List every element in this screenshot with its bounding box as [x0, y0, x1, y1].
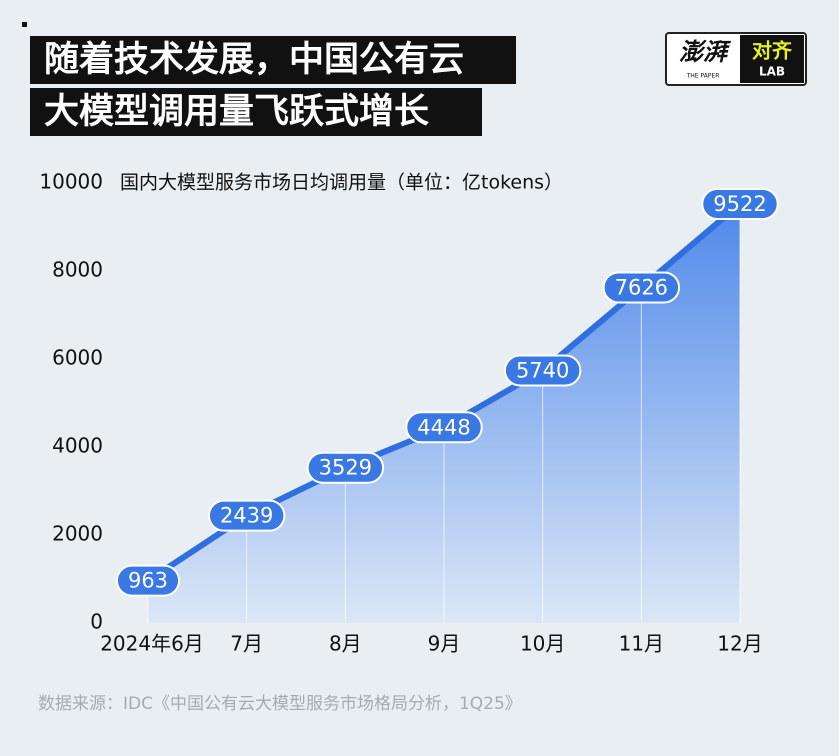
value-label: 963: [128, 569, 168, 593]
value-pill: [207, 499, 286, 532]
value-pill: [115, 564, 181, 597]
y-tick-label: 8000: [52, 258, 103, 282]
x-tick-label: 8月: [329, 632, 362, 656]
logo-lab-box: [740, 35, 804, 83]
source-note: 数据来源：IDC《中国公有云大模型服务市场格局分析，1Q25》: [38, 694, 522, 714]
title-line: 随着技术发展，中国公有云: [44, 40, 464, 80]
title-box: [30, 88, 482, 136]
x-tick-label: 9月: [428, 632, 461, 656]
y-tick-label: 2000: [52, 522, 103, 546]
y-axis-title: 国内大模型服务市场日均调用量（单位：亿tokens）: [120, 172, 563, 194]
x-tick-label: 2024年6月: [100, 632, 204, 656]
value-label: 3529: [319, 456, 372, 480]
value-pill: [701, 188, 779, 221]
value-label: 7626: [615, 275, 668, 299]
value-pill: [405, 411, 483, 444]
value-pill: [306, 451, 385, 484]
value-pill: [602, 271, 681, 304]
logo-lab: 对齐: [752, 39, 793, 63]
title-box: [30, 36, 516, 84]
y-tick-label: 6000: [52, 346, 103, 370]
y-tick-label: 0: [90, 610, 103, 634]
logo-brand-sub: THE PAPER: [686, 73, 720, 80]
x-tick-label: 7月: [230, 632, 263, 656]
logo-lab-sub: LAB: [759, 65, 785, 79]
x-tick-label: 12月: [717, 632, 762, 656]
x-tick-label: 10月: [520, 632, 565, 656]
value-pill: [503, 354, 582, 387]
corner-mark: [22, 22, 27, 27]
value-label: 5740: [516, 358, 569, 382]
area: [148, 204, 740, 624]
y-tick-label: 4000: [52, 434, 103, 458]
value-label: 4448: [417, 415, 470, 439]
logo-brand: 澎湃: [679, 38, 732, 66]
value-label: 2439: [220, 504, 273, 528]
value-label: 9522: [713, 192, 766, 216]
x-tick-label: 11月: [619, 632, 664, 656]
y-tick-label: 10000: [39, 170, 103, 194]
title-line: 大模型调用量飞跃式增长: [44, 92, 429, 132]
